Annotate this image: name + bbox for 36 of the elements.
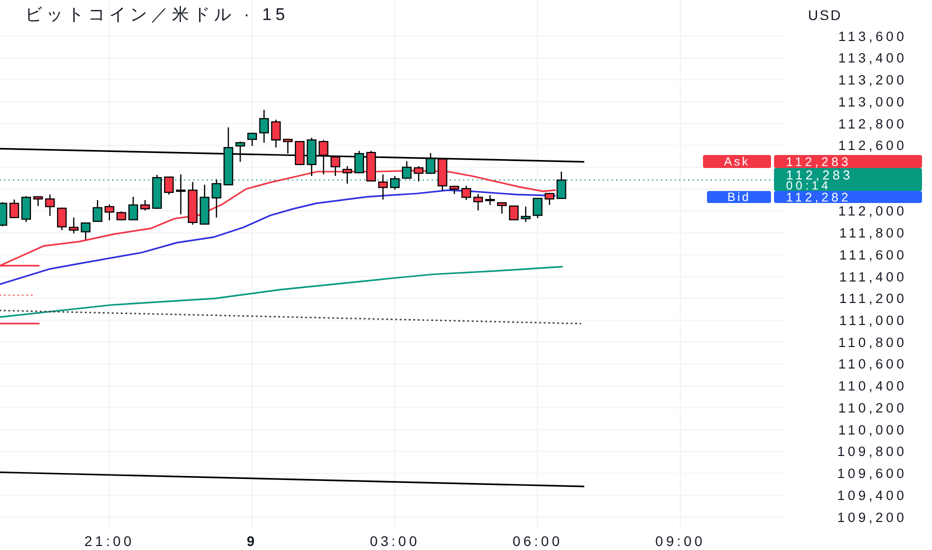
y-tick-label: 110,400	[838, 378, 907, 394]
y-tick-label: 111,800	[839, 226, 907, 241]
annotation: Bid	[727, 190, 751, 204]
y-tick-label: 111,600	[839, 247, 907, 262]
y-tick-label: 112,800	[838, 116, 907, 132]
price-tag: 112,283 00:14	[774, 168, 922, 193]
ask-tag: Ask	[703, 154, 771, 169]
y-tick-label: 113,600	[838, 28, 907, 44]
y-tick-label: 109,400	[837, 488, 907, 503]
y-tick-label: 112,600	[838, 138, 907, 154]
bid-tag: Bid	[707, 190, 771, 204]
y-tick-label: 110,200	[838, 400, 907, 416]
y-tick-label: 112,000	[838, 204, 907, 219]
annotation: Ask	[724, 154, 750, 169]
x-tick-label: 03:00	[370, 533, 420, 549]
y-tick-label: 109,200	[837, 510, 907, 525]
y-tick-label: 113,000	[838, 94, 907, 110]
y-tick-label: 110,800	[838, 334, 907, 350]
chart-title: ビットコイン／米ドル · 15	[25, 5, 290, 24]
x-tick-label: 21:00	[84, 533, 134, 549]
y-tick-label: 111,400	[839, 269, 907, 284]
y-tick-label: 109,600	[837, 466, 907, 482]
y-tick-label: 110,600	[838, 356, 907, 372]
ref-line-label: 112,283	[786, 168, 854, 183]
y-tick-label: 111,200	[839, 291, 907, 306]
y-tick-label: 109,800	[837, 444, 907, 460]
x-tick-label: 06:00	[512, 533, 563, 549]
y-tick-label: 110,000	[838, 422, 907, 438]
y-tick-label: 113,400	[838, 50, 907, 66]
ask-price-tag: 112,283	[774, 154, 922, 169]
bid-price-tag: 112,282	[774, 190, 922, 204]
y-tick-label: 111,000	[839, 313, 907, 328]
x-tick-label: 09:00	[655, 533, 706, 549]
x-tick-label: 9	[246, 533, 258, 549]
y-axis-title: USD	[808, 7, 842, 23]
y-tick-label: 113,200	[838, 72, 907, 88]
